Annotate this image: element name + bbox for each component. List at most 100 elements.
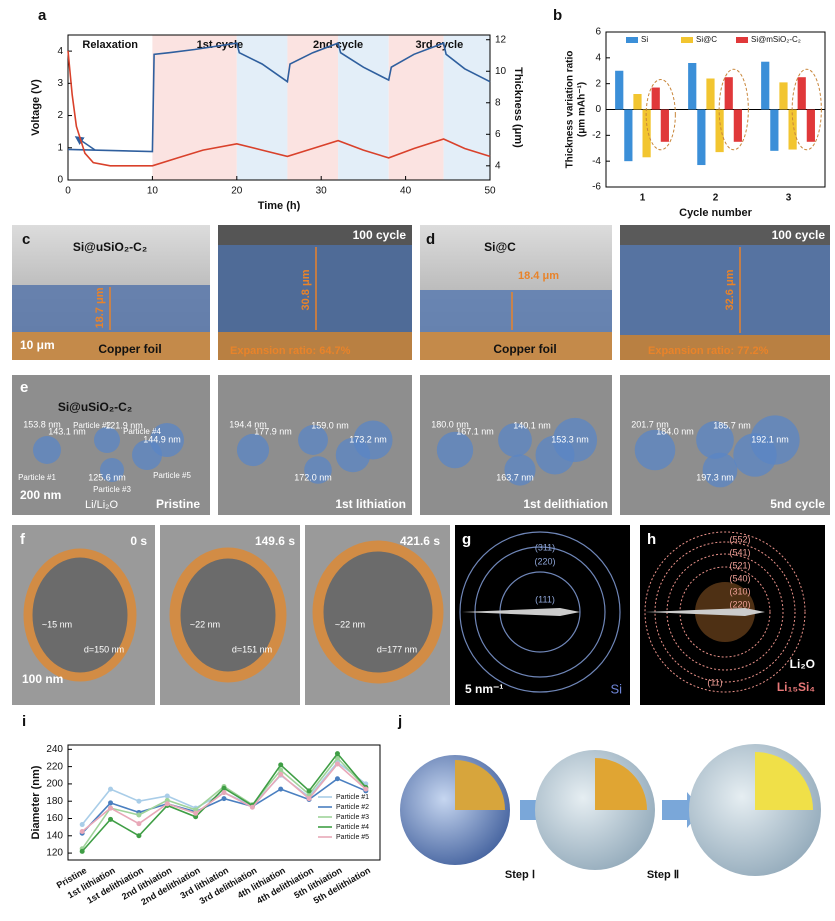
particle xyxy=(504,454,536,486)
size-label: 180.0 nm xyxy=(431,419,469,429)
x-axis-label: Time (h) xyxy=(258,200,301,212)
bar xyxy=(770,109,779,151)
bar xyxy=(642,109,651,158)
marker xyxy=(334,751,340,757)
particle xyxy=(150,423,184,457)
ring-label: (220) xyxy=(534,556,555,566)
marker xyxy=(278,786,284,792)
marker xyxy=(79,822,85,828)
expansion: Expansion ratio: 64.7% xyxy=(230,345,351,357)
marker xyxy=(136,812,142,818)
particle xyxy=(236,433,270,467)
marker xyxy=(278,762,284,768)
marker xyxy=(164,793,170,799)
size-label: 172.0 nm xyxy=(294,472,332,482)
y-tick-label: 180 xyxy=(46,796,63,807)
sample-name: Si@uSiO₂-C₂ xyxy=(58,400,132,414)
ring-label: (111) xyxy=(535,594,555,604)
y-tick-label: 0 xyxy=(57,175,63,186)
shell-label: ~22 nm xyxy=(190,619,220,629)
particle xyxy=(696,421,734,459)
size-label: 153.3 nm xyxy=(551,434,589,444)
legend-label: Particle #5 xyxy=(336,834,369,841)
size-label: 177.9 nm xyxy=(254,426,292,436)
marker xyxy=(221,785,227,791)
marker xyxy=(108,805,114,811)
y-tick-label: 140 xyxy=(46,830,63,841)
phase: Li₂O xyxy=(790,657,815,671)
particle-label: Particle #4 xyxy=(123,427,161,436)
size-label: 184.0 nm xyxy=(656,426,694,436)
bar xyxy=(779,82,788,110)
y-axis-label: Thickness variation ratio xyxy=(565,51,576,169)
y-tick-label: 4 xyxy=(57,46,63,57)
diameter-label: d=151 nm xyxy=(232,644,272,654)
plot-frame xyxy=(67,744,381,861)
stage-label: 1st lithiation xyxy=(335,497,406,511)
particle xyxy=(634,429,676,471)
bar xyxy=(697,109,706,166)
size-label: 173.2 nm xyxy=(349,434,387,444)
marker xyxy=(249,804,255,810)
panel-letter: j xyxy=(397,713,402,730)
y-tick-label: -4 xyxy=(592,156,601,167)
cycle-label: 100 cycle xyxy=(772,228,826,242)
marker xyxy=(108,786,114,792)
size-label: 125.6 nm xyxy=(88,472,126,482)
y2-tick-label: 6 xyxy=(495,129,501,140)
bar xyxy=(660,109,669,142)
panel-letter: h xyxy=(647,531,656,548)
marker xyxy=(108,800,114,806)
y-tick-label: 120 xyxy=(46,848,63,859)
legend-label: Particle #2 xyxy=(336,804,369,811)
legend-label: Particle #3 xyxy=(336,814,369,821)
bar xyxy=(788,109,797,150)
thickness: 30.8 μm xyxy=(300,269,312,310)
phase: Si xyxy=(610,681,622,696)
scale-bar: 10 μm xyxy=(20,338,55,352)
size-label: 163.7 nm xyxy=(496,472,534,482)
thickness: 32.6 μm xyxy=(724,269,736,310)
marker xyxy=(334,776,340,782)
y-tick-label: 200 xyxy=(46,779,63,790)
panel-letter: e xyxy=(20,379,28,396)
annotation: Relaxation xyxy=(82,39,138,51)
y-tick-label: 1 xyxy=(57,142,63,153)
series-line xyxy=(67,42,491,153)
time-label: 0 s xyxy=(130,534,147,548)
panel-letter: b xyxy=(553,7,562,24)
highlight xyxy=(791,68,822,151)
electrode: Li/Li₂O xyxy=(85,499,118,511)
legend-label: Particle #4 xyxy=(336,824,369,831)
ring-label: (11) xyxy=(707,677,722,687)
y2-tick-label: 12 xyxy=(495,34,507,45)
x-axis-label: Cycle number xyxy=(679,207,752,219)
y-tick-label: 0 xyxy=(595,104,601,115)
legend-swatch xyxy=(626,37,638,43)
marker xyxy=(306,788,312,794)
marker xyxy=(334,761,340,767)
legend-label: Si@mSiO₂-C₂ xyxy=(751,35,801,44)
marker xyxy=(278,771,284,777)
shell-label: ~22 nm xyxy=(335,619,365,629)
x-tick-label: 0 xyxy=(65,186,71,197)
x-tick-label: 3 xyxy=(786,193,792,204)
y-tick-label: -6 xyxy=(592,182,601,193)
x-tick-label: 20 xyxy=(231,186,243,197)
particle xyxy=(702,452,738,488)
y-tick-label: 160 xyxy=(46,813,63,824)
marker xyxy=(136,798,142,804)
ring-label: (541) xyxy=(729,547,750,557)
particle-label: Particle #1 xyxy=(18,473,56,482)
particle xyxy=(750,415,800,465)
cycle-label: 100 cycle xyxy=(353,228,407,242)
y-tick-label: 4 xyxy=(595,52,601,63)
panel-letter: i xyxy=(22,713,26,730)
y-axis-label: Diameter (nm) xyxy=(30,765,42,839)
marker xyxy=(193,810,199,816)
stage-label: 1st delithiation xyxy=(523,497,608,511)
phase: Li₁₅Si₄ xyxy=(777,680,815,694)
ring-label: (310) xyxy=(729,586,750,596)
legend-label: Si xyxy=(641,35,648,44)
